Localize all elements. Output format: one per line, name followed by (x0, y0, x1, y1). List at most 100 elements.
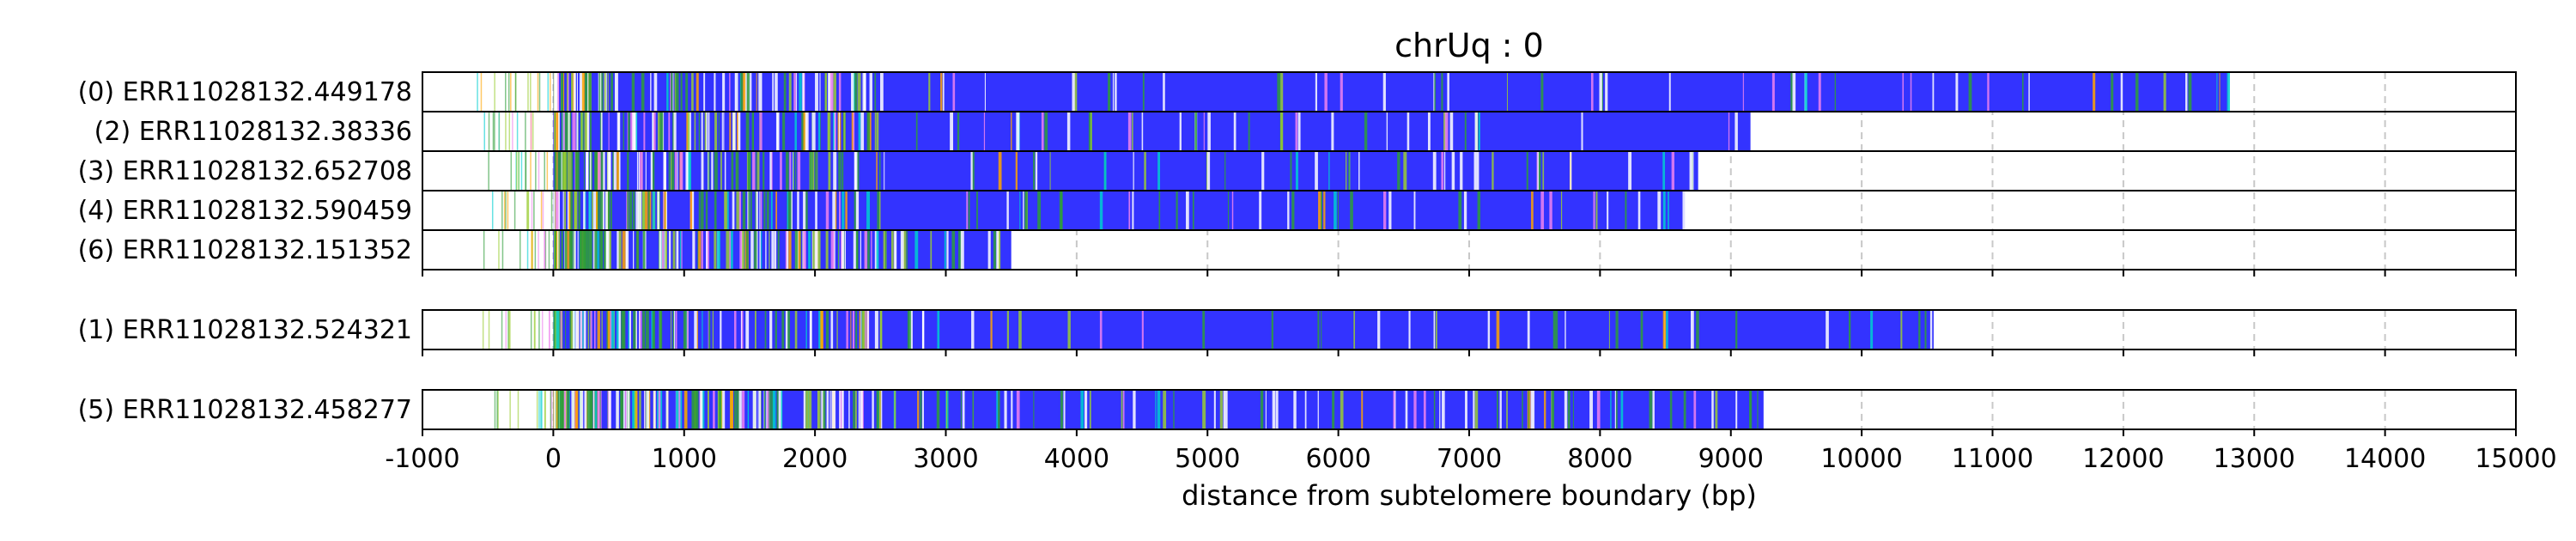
variant-mark (1275, 391, 1279, 429)
variant-mark (574, 191, 578, 229)
variant-mark (833, 112, 835, 150)
variant-mark (698, 231, 702, 269)
variant-mark (805, 391, 809, 429)
variant-mark (679, 231, 682, 269)
variant-mark (976, 191, 978, 229)
variant-mark (686, 112, 689, 150)
read-label: (5) ERR11028132.458277 (78, 395, 412, 425)
variant-mark (1544, 391, 1546, 429)
variant-mark (625, 391, 629, 429)
variant-mark (828, 152, 831, 190)
variant-mark (1537, 152, 1540, 190)
variant-mark (670, 73, 671, 111)
variant-mark (550, 391, 552, 429)
variant-mark (583, 311, 586, 349)
variant-mark (488, 311, 490, 349)
variant-mark (652, 112, 654, 150)
variant-mark (829, 73, 831, 111)
variant-mark (1474, 391, 1479, 429)
variant-mark (1531, 191, 1534, 229)
variant-mark (675, 311, 677, 349)
variant-mark (808, 391, 812, 429)
variant-mark (1693, 391, 1697, 429)
variant-mark (635, 311, 637, 349)
variant-mark (756, 152, 760, 190)
variant-mark (1112, 73, 1115, 111)
variant-mark (1080, 391, 1084, 429)
variant-mark (664, 191, 666, 229)
variant-mark (746, 73, 750, 111)
variant-mark (687, 112, 690, 150)
variant-mark (845, 191, 848, 229)
variant-mark (550, 391, 552, 429)
variant-mark (703, 73, 706, 111)
variant-mark (597, 311, 600, 349)
variant-mark (633, 191, 635, 229)
variant-mark (1186, 191, 1189, 229)
variant-mark (1532, 391, 1535, 429)
variant-mark (534, 231, 537, 269)
variant-mark (747, 391, 750, 429)
variant-mark (607, 311, 611, 349)
variant-mark (596, 191, 598, 229)
variant-mark (540, 191, 543, 229)
variant-mark (771, 391, 774, 429)
variant-mark (1295, 112, 1298, 150)
variant-mark (1671, 152, 1675, 190)
variant-mark (1506, 73, 1509, 111)
variant-mark (1403, 152, 1407, 190)
variant-mark (843, 112, 846, 150)
variant-mark (568, 231, 571, 269)
variant-mark (617, 112, 620, 150)
variant-mark (854, 391, 857, 429)
variant-mark (1657, 191, 1662, 229)
variant-mark (631, 73, 635, 111)
variant-mark (794, 112, 797, 150)
variant-mark (530, 73, 532, 111)
variant-mark (2188, 73, 2192, 111)
variant-mark (554, 231, 557, 269)
variant-mark (573, 73, 576, 111)
variant-mark (561, 73, 564, 111)
variant-mark (635, 191, 639, 229)
variant-mark (785, 311, 788, 349)
variant-mark (759, 191, 761, 229)
variant-mark (632, 391, 635, 429)
read-label: (0) ERR11028132.449178 (78, 77, 412, 107)
variant-mark (625, 231, 627, 269)
variant-mark (673, 311, 676, 349)
variant-mark (571, 73, 574, 111)
variant-mark (769, 311, 773, 349)
variant-mark (760, 73, 762, 111)
variant-mark (1011, 391, 1013, 429)
variant-mark (1044, 112, 1048, 150)
variant-mark (819, 73, 821, 111)
variant-mark (1248, 112, 1250, 150)
variant-mark (600, 391, 602, 429)
variant-mark (770, 152, 773, 190)
variant-mark (580, 231, 582, 269)
variant-mark (736, 391, 740, 429)
variant-mark (659, 231, 662, 269)
variant-mark (1968, 73, 1972, 111)
variant-mark (510, 73, 512, 111)
variant-mark (494, 112, 495, 150)
variant-mark (808, 231, 811, 269)
variant-mark (701, 231, 703, 269)
variant-mark (1348, 152, 1351, 190)
variant-mark (851, 73, 854, 111)
variant-mark (531, 191, 533, 229)
variant-mark (653, 112, 656, 150)
variant-mark (1487, 311, 1491, 349)
variant-mark (670, 152, 672, 190)
variant-mark (587, 311, 590, 349)
variant-mark (1018, 311, 1022, 349)
variant-mark (1304, 391, 1307, 429)
variant-mark (505, 112, 507, 150)
variant-mark (595, 391, 597, 429)
variant-mark (2219, 73, 2221, 111)
variant-mark (1696, 311, 1699, 349)
variant-mark (492, 112, 495, 150)
variant-mark (611, 191, 612, 229)
variant-mark (576, 311, 580, 349)
